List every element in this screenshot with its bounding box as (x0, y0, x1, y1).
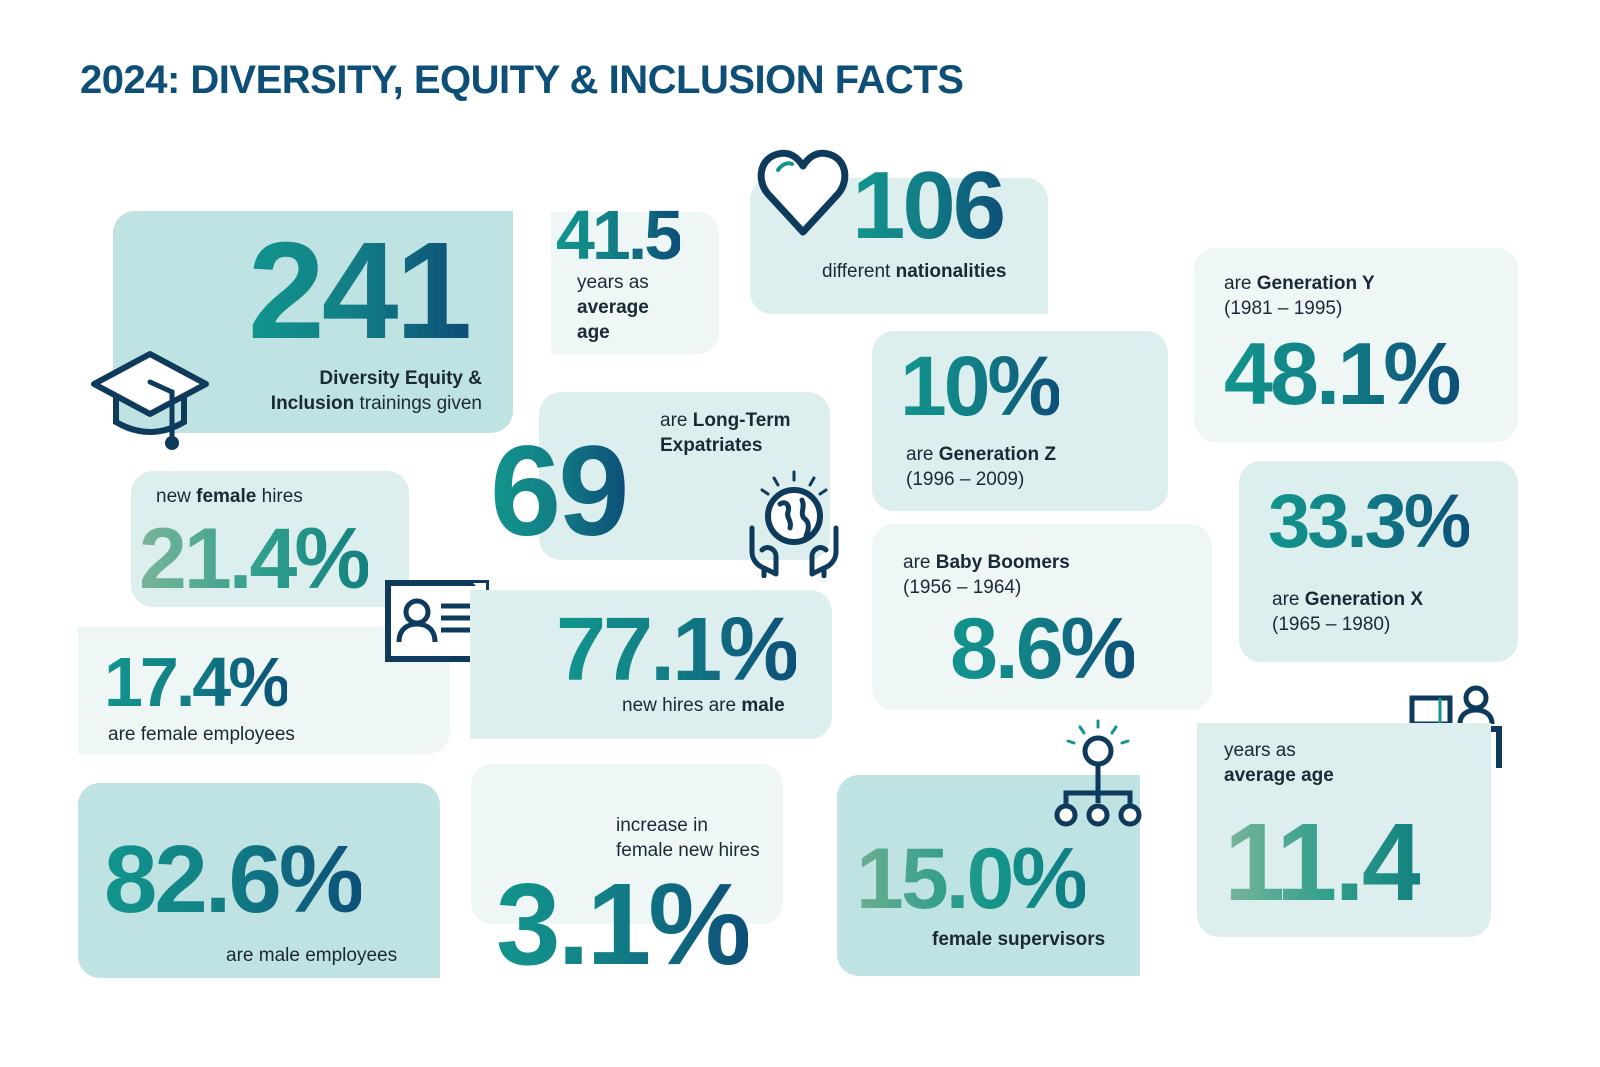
trainings-label: Diversity Equity & Inclusion trainings gi… (270, 368, 482, 414)
trainings-value: 241 (248, 214, 472, 368)
expatriates-label: are Long-Term Expatriates (660, 410, 791, 456)
female-employees-label: are female employees (108, 724, 295, 745)
generation-y-value: 48.1% (1224, 324, 1462, 423)
female-hires-label: new female hires (156, 486, 303, 507)
generation-y-card (1194, 248, 1518, 442)
heart-icon (756, 148, 850, 240)
baby-boomers-label: are Baby Boomers (1956 – 1964) (903, 552, 1070, 598)
average-age-2-card (1197, 723, 1491, 937)
male-employees-value: 82.6% (104, 826, 364, 933)
globe-hands-icon (746, 470, 842, 578)
male-hires-card (470, 590, 832, 739)
generation-z-label: are Generation Z (1996 – 2009) (906, 444, 1056, 490)
baby-boomers-value: 8.6% (950, 601, 1137, 697)
increase-card (471, 764, 783, 924)
average-age-label: years as average age (577, 272, 649, 343)
male-employees-card (78, 783, 440, 978)
baby-boomers-card (872, 524, 1212, 710)
generation-y-label: are Generation Y (1981 – 1995) (1224, 273, 1375, 319)
generation-z-value: 10% (900, 339, 1062, 433)
supervisors-label: female supervisors (932, 929, 1106, 950)
org-chart-icon (1052, 719, 1144, 829)
expatriates-value: 69 (490, 420, 629, 563)
female-hires-value: 21.4% (139, 511, 371, 607)
average-age-value: 41.5 (556, 196, 683, 274)
generation-x-card (1239, 461, 1518, 662)
generation-x-label: are Generation X (1965 – 1980) (1272, 589, 1423, 635)
page-title: 2024: DIVERSITY, EQUITY & INCLUSION FACT… (80, 58, 964, 102)
generation-x-value: 33.3% (1268, 479, 1471, 564)
male-employees-label: are male employees (226, 945, 398, 966)
supervisors-value: 15.0% (856, 831, 1088, 927)
female-hires-card (131, 471, 409, 607)
male-hires-value: 77.1% (556, 600, 799, 700)
nationalities-label: different nationalities (822, 261, 1007, 282)
average-age-2-value: 11.4 (1224, 801, 1423, 924)
graduation-cap-icon (86, 344, 216, 454)
increase-value: 3.1% (496, 859, 751, 989)
average-age-2-label: years as average age (1224, 740, 1334, 786)
nationalities-value: 106 (852, 152, 1006, 259)
increase-label: increase in female new hires (616, 815, 760, 861)
generation-z-card (872, 331, 1168, 511)
average-age-card (551, 212, 719, 354)
male-hires-label: new hires are male (622, 695, 785, 716)
id-card-icon (385, 580, 489, 662)
female-employees-value: 17.4% (104, 643, 290, 721)
